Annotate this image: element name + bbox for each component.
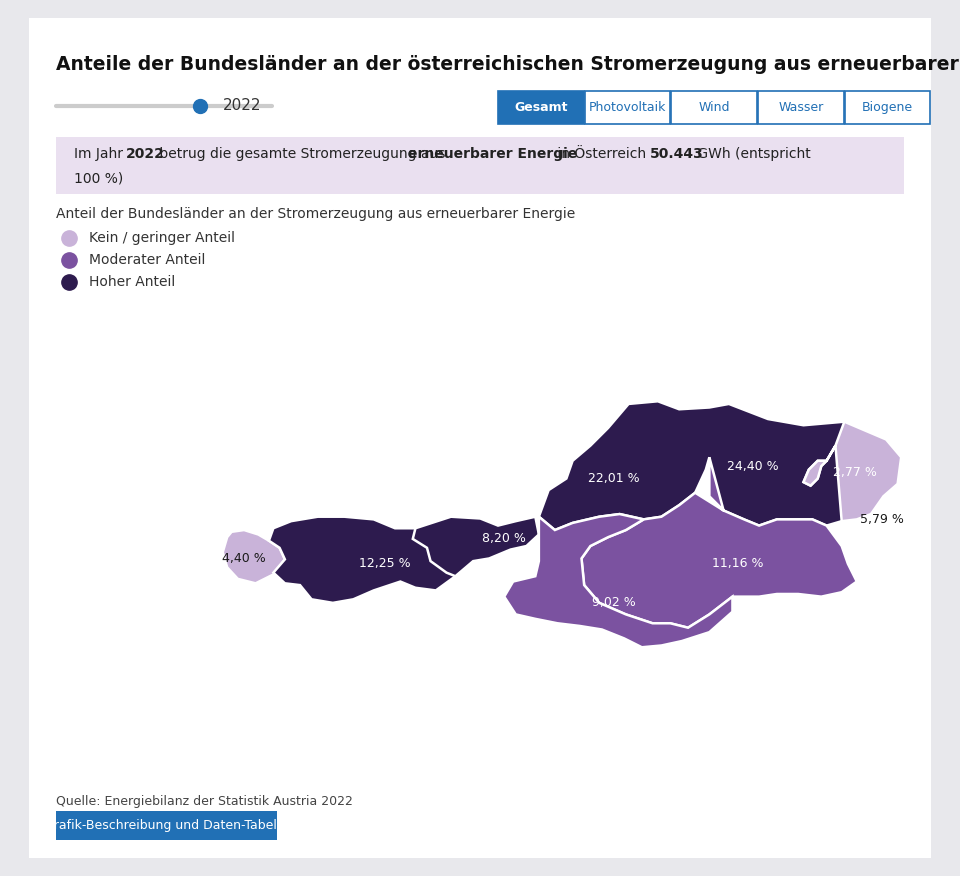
Polygon shape — [269, 517, 539, 603]
Text: 2022: 2022 — [126, 147, 165, 161]
Text: 9,02 %: 9,02 % — [591, 597, 636, 610]
Text: 5,79 %: 5,79 % — [860, 512, 903, 526]
Text: Gesamt: Gesamt — [515, 101, 567, 114]
FancyBboxPatch shape — [671, 91, 757, 124]
Text: 4,40 %: 4,40 % — [222, 552, 266, 565]
Text: Photovoltaik: Photovoltaik — [588, 101, 666, 114]
Text: 8,20 %: 8,20 % — [482, 533, 526, 546]
FancyBboxPatch shape — [758, 91, 844, 124]
Text: Quelle: Energiebilanz der Statistik Austria 2022: Quelle: Energiebilanz der Statistik Aust… — [56, 795, 352, 808]
Text: 22,01 %: 22,01 % — [588, 472, 639, 485]
Text: Kein / geringer Anteil: Kein / geringer Anteil — [89, 231, 235, 245]
FancyBboxPatch shape — [29, 18, 931, 858]
Text: Grafik-Beschreibung und Daten-Tabelle: Grafik-Beschreibung und Daten-Tabelle — [44, 819, 288, 832]
Text: in Österreich: in Österreich — [553, 147, 650, 161]
Text: 12,25 %: 12,25 % — [358, 557, 410, 570]
Polygon shape — [536, 427, 709, 530]
Text: betrug die gesamte Stromerzeugung aus: betrug die gesamte Stromerzeugung aus — [155, 147, 449, 161]
FancyBboxPatch shape — [845, 91, 930, 124]
FancyBboxPatch shape — [56, 137, 904, 194]
FancyBboxPatch shape — [56, 811, 277, 840]
Text: 50.443: 50.443 — [650, 147, 704, 161]
Polygon shape — [804, 421, 901, 521]
Text: Wasser: Wasser — [779, 101, 824, 114]
Text: 2022: 2022 — [223, 98, 261, 113]
Text: Moderater Anteil: Moderater Anteil — [89, 252, 205, 266]
FancyBboxPatch shape — [498, 91, 584, 124]
Text: Hoher Anteil: Hoher Anteil — [89, 274, 176, 288]
Text: Biogene: Biogene — [862, 101, 913, 114]
Text: 24,40 %: 24,40 % — [727, 460, 779, 473]
Polygon shape — [804, 461, 827, 485]
Text: 11,16 %: 11,16 % — [712, 557, 763, 570]
Text: Anteile der Bundesländer an der österreichischen Stromerzeugung aus erneuerbarer: Anteile der Bundesländer an der österrei… — [56, 55, 960, 74]
Text: 2,77 %: 2,77 % — [833, 466, 876, 479]
Text: erneuerbarer Energie: erneuerbarer Energie — [408, 147, 577, 161]
Text: 100 %): 100 %) — [74, 172, 123, 186]
Text: Anteil der Bundesländer an der Stromerzeugung aus erneuerbarer Energie: Anteil der Bundesländer an der Stromerze… — [56, 207, 575, 221]
Polygon shape — [539, 401, 901, 530]
Polygon shape — [413, 517, 539, 576]
Text: Im Jahr: Im Jahr — [74, 147, 128, 161]
Text: GWh (entspricht: GWh (entspricht — [693, 147, 811, 161]
Polygon shape — [223, 530, 285, 583]
Polygon shape — [504, 514, 732, 647]
FancyBboxPatch shape — [585, 91, 670, 124]
Polygon shape — [582, 457, 856, 628]
Text: Wind: Wind — [699, 101, 730, 114]
